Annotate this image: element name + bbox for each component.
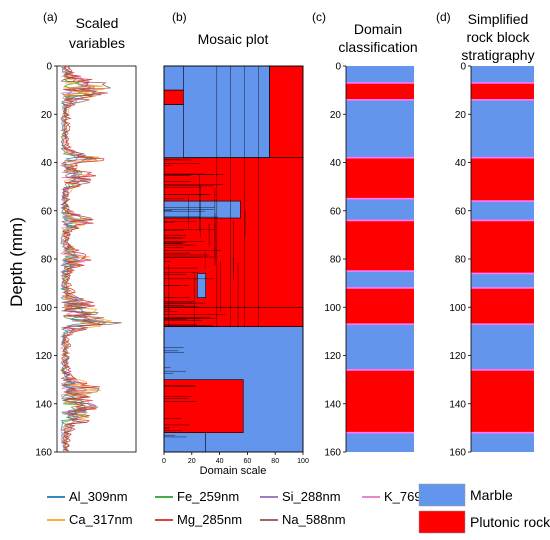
panel-a-tick-label-40: 40: [41, 158, 53, 169]
panel-c-segment-10: [346, 432, 414, 452]
legend-label-Al_309nm: Al_309nm: [69, 489, 128, 504]
panel-c-segment-1: [346, 82, 414, 100]
panel-c-tick-label-60: 60: [330, 206, 342, 217]
panel-c-segment-4: [346, 198, 414, 221]
x-axis-label-mosaic: Domain scale: [200, 465, 267, 477]
panel-d-tick-label-80: 80: [455, 255, 467, 266]
panel-d-tick-label-160: 160: [449, 448, 466, 459]
panel-c-tick-label-120: 120: [324, 351, 341, 362]
mosaic-frame: [163, 65, 304, 453]
panel-c-title-line-2: classification: [338, 39, 417, 55]
panel-a-title-line-1: Scaled: [76, 15, 119, 31]
panel-b-mosaic-plot: 0 20 40 60 80 100: [162, 65, 309, 465]
panel-a-tick-label-140: 140: [35, 399, 52, 410]
panel-d-stratigraphy: 0 20 40 60 80 100 120 140 160: [449, 62, 534, 459]
panel-a-tick-label-120: 120: [35, 351, 52, 362]
mosaic-block-top-right: [269, 65, 304, 159]
panel-c-tick-label-80: 80: [330, 255, 342, 266]
legend-label-Fe_259nm: Fe_259nm: [177, 489, 239, 504]
panel-c-segment-5: [346, 220, 414, 272]
mosaic-x-tick-label-20: 20: [188, 458, 196, 465]
legend-class-label-Plutonic rock: Plutonic rock: [470, 514, 550, 530]
panel-a-title-line-2: variables: [69, 35, 125, 51]
mosaic-inner-block-1: [163, 89, 184, 105]
panel-c-segment-3: [346, 157, 414, 199]
panel-c-title-line-1: Domain: [354, 21, 402, 37]
panel-d-tick-label-0: 0: [460, 62, 466, 73]
panel-d-segment-3: [471, 157, 534, 202]
panel-c-domain-classification: 0 20 40 60 80 100 120 140 160: [324, 62, 414, 459]
panel-a-tick-label-160: 160: [35, 448, 52, 459]
panel-c-tick-label-40: 40: [330, 158, 342, 169]
panel-d-segment-8: [471, 324, 534, 370]
legend-label-Na_588nm: Na_588nm: [282, 512, 346, 527]
panel-d-segment-4: [471, 201, 534, 221]
panel-d-segment-7: [471, 287, 534, 325]
panel-d-tick-label-40: 40: [455, 158, 467, 169]
y-axis-label: Depth (mm): [7, 217, 26, 307]
legend-class-label-Marble: Marble: [470, 487, 513, 503]
panel-d-tick-label-60: 60: [455, 206, 467, 217]
panel-c-segment-9: [346, 369, 414, 433]
panel-b-title: Mosaic plot: [198, 31, 269, 47]
panel-c-tick-label-0: 0: [335, 62, 341, 73]
mosaic-inner-block-0: [163, 65, 184, 91]
panel-a-tick-label-60: 60: [41, 206, 53, 217]
panel-d-title-line-1: Simplified: [468, 11, 529, 27]
legend-class-swatch-Plutonic rock: [418, 510, 466, 534]
panel-a-tick-label-100: 100: [35, 303, 52, 314]
mosaic-inner-block-5: [163, 306, 304, 327]
panel-c-tick-label-100: 100: [324, 303, 341, 314]
legend-label-Si_288nm: Si_288nm: [282, 489, 341, 504]
mosaic-inner-block-2: [163, 104, 184, 158]
mosaic-x-tick-label-40: 40: [216, 458, 224, 465]
panel-d-segment-2: [471, 99, 534, 158]
legend-class-swatch-Marble: [418, 483, 466, 507]
panel-b-letter: (b): [172, 10, 187, 24]
mosaic-x-tick-label-0: 0: [162, 458, 166, 465]
panel-d-segment-0: [471, 66, 534, 83]
panel-c-letter: (c): [312, 10, 326, 24]
panel-a-tick-label-0: 0: [46, 62, 52, 73]
panel-d-letter: (d): [436, 10, 451, 24]
panel-c-segment-7: [346, 287, 414, 325]
panel-c-tick-label-20: 20: [330, 110, 342, 121]
legend-label-Ca_317nm: Ca_317nm: [69, 512, 133, 527]
panel-c-segment-0: [346, 66, 414, 83]
panel-a-tick-label-20: 20: [41, 110, 53, 121]
panel-d-title-line-2: rock block: [466, 29, 530, 45]
panel-c-segment-2: [346, 99, 414, 158]
panel-a-letter: (a): [43, 10, 58, 24]
panel-d-tick-label-20: 20: [455, 110, 467, 121]
panel-c-segment-8: [346, 324, 414, 370]
legend-classes: Marble Plutonic rock: [418, 483, 550, 534]
series-line-Na_588nm: [60, 65, 122, 452]
panel-a-tick-label-80: 80: [41, 255, 53, 266]
panel-d-segment-9: [471, 369, 534, 433]
mosaic-inner-block-4: [197, 273, 207, 298]
series-line-K_769nm: [59, 65, 105, 452]
panel-d-tick-label-120: 120: [449, 351, 466, 362]
panel-d-segment-10: [471, 432, 534, 452]
mosaic-inner-block-6: [163, 379, 244, 434]
panel-a-scaled-variables: 0 20 40 60 80 100 120 140 160: [35, 62, 137, 459]
panel-c-tick-label-160: 160: [324, 448, 341, 459]
mosaic-x-tick-label-60: 60: [244, 458, 252, 465]
panel-c-segment-6: [346, 271, 414, 288]
legend-label-Mg_285nm: Mg_285nm: [177, 512, 242, 527]
panel-d-segment-5: [471, 220, 534, 274]
series-line-Mg_285nm: [61, 65, 108, 452]
panel-d-segment-6: [471, 273, 534, 288]
panel-d-segment-1: [471, 82, 534, 100]
mosaic-x-tick-label-100: 100: [297, 458, 309, 465]
panel-d-tick-label-100: 100: [449, 303, 466, 314]
panel-c-tick-label-140: 140: [324, 399, 341, 410]
panel-d-title-line-3: stratigraphy: [461, 47, 534, 63]
series-line-Ca_317nm: [60, 65, 112, 452]
mosaic-x-tick-label-80: 80: [271, 458, 279, 465]
panel-d-tick-label-140: 140: [449, 399, 466, 410]
